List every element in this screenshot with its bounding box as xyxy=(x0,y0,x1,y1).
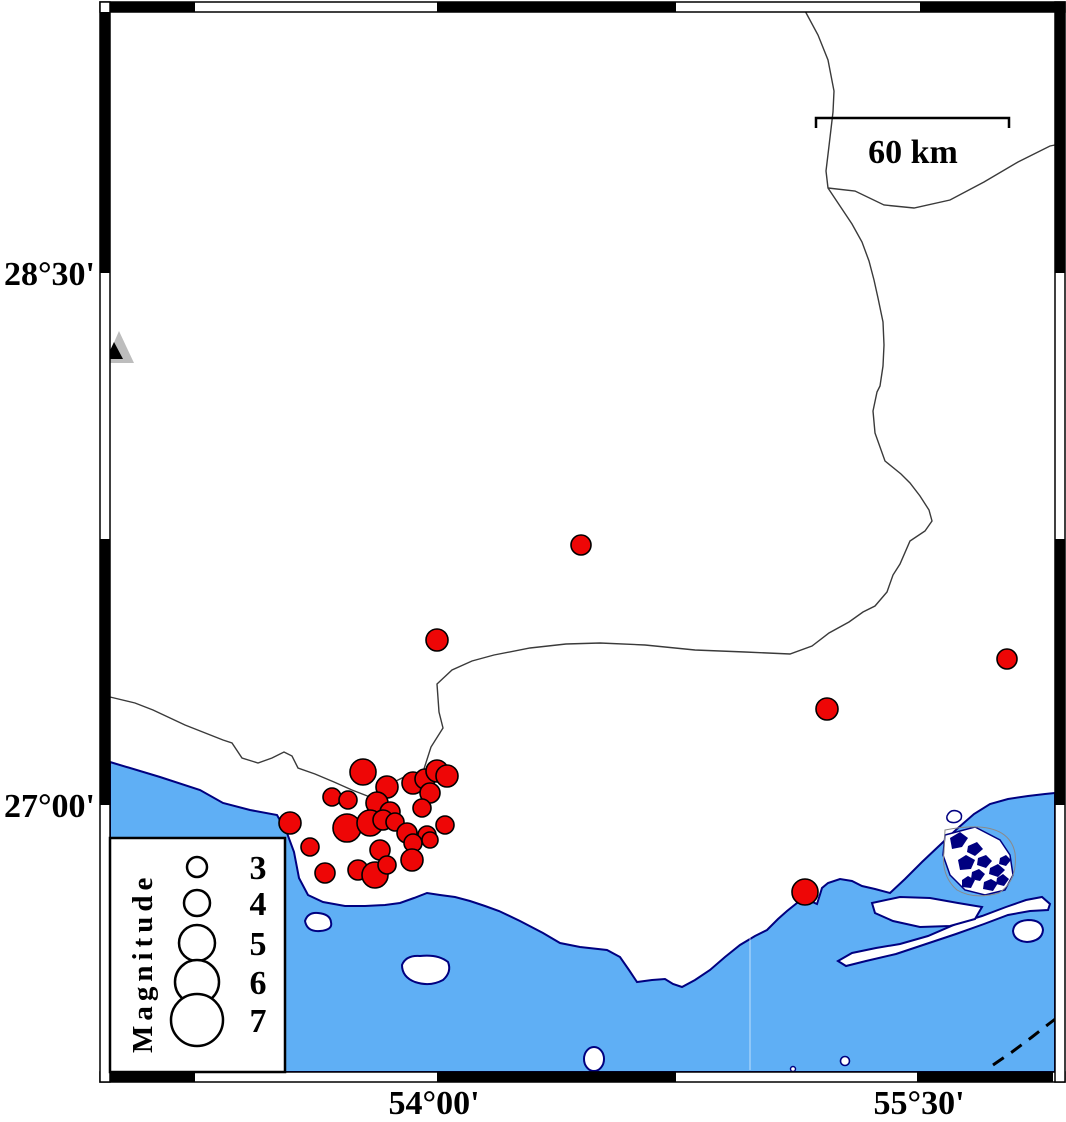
epicenter-circle xyxy=(338,790,358,810)
admin-boundary-line xyxy=(109,8,933,798)
epicenter-circle xyxy=(570,534,592,556)
maritime-dashed-line xyxy=(992,1015,1059,1067)
epicenter-circle xyxy=(278,811,302,835)
epicenter-circle xyxy=(322,787,342,807)
epicenter-circle xyxy=(435,815,455,835)
epicenter-circle xyxy=(349,758,377,786)
mangrove-islets xyxy=(950,832,1011,891)
legend-magnitude-circle xyxy=(182,888,212,918)
legend-magnitude-label: 6 xyxy=(250,965,267,1002)
sea-area xyxy=(109,760,1056,1073)
epicenter-circle xyxy=(425,628,449,652)
legend-magnitude-label: 4 xyxy=(250,886,267,923)
legend-magnitude-circle xyxy=(169,992,225,1048)
islet-tiny-1 xyxy=(839,1055,851,1067)
epicenter-circle xyxy=(377,855,397,875)
epicenter-circle xyxy=(314,862,336,884)
epicenter-circle xyxy=(332,813,362,843)
axis-labels: 28°30' 27°00' 54°00' 55°30' xyxy=(4,256,965,1122)
scale-bar-bracket xyxy=(814,116,1011,128)
epicenter-circle xyxy=(435,764,459,788)
island-west-small xyxy=(303,911,333,933)
legend-magnitude-label: 7 xyxy=(250,1003,267,1040)
epicenter-circle xyxy=(791,878,819,906)
epicenter-circle xyxy=(996,648,1018,670)
island-long xyxy=(836,895,1052,968)
latitude-label: 28°30' xyxy=(4,256,95,293)
longitude-label: 54°00' xyxy=(388,1085,479,1122)
scale-bar: 60 km xyxy=(814,116,1011,171)
epicenter-circle xyxy=(400,848,424,872)
longitude-label: 55°30' xyxy=(873,1085,964,1122)
legend-magnitude-label: 3 xyxy=(250,850,267,887)
mangrove-outline xyxy=(943,826,1016,897)
islet-tiny-2 xyxy=(789,1065,797,1073)
epicenter-circle xyxy=(412,798,432,818)
legend-magnitude-circle xyxy=(185,855,209,879)
frame-tick-segments xyxy=(100,2,1065,1082)
strait-islet-white xyxy=(946,809,963,824)
legend-magnitude-circle xyxy=(177,923,217,963)
admin-boundary-branch xyxy=(827,142,1066,209)
scale-bar-label: 60 km xyxy=(868,134,958,171)
earthquake-epicenters xyxy=(278,534,1018,906)
latitude-label: 27°00' xyxy=(4,788,95,825)
coastal-spit xyxy=(870,895,984,929)
legend-magnitude-label: 5 xyxy=(250,926,267,963)
island-center xyxy=(400,954,451,986)
epicenter-circle xyxy=(815,697,839,721)
epicenter-circle xyxy=(300,837,320,857)
legend-title: Magnitude xyxy=(127,873,159,1053)
map-frame xyxy=(99,1,1066,1083)
island-south-small xyxy=(583,1046,605,1072)
island-oval-east xyxy=(1011,918,1045,944)
epicenter-circle xyxy=(421,831,439,849)
